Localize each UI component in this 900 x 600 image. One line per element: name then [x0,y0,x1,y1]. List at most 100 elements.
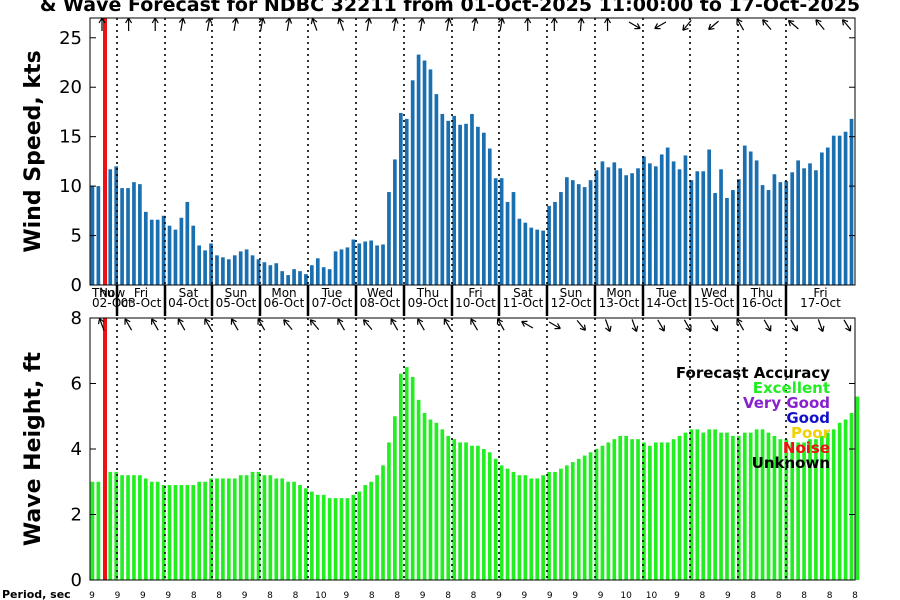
direction-arrow [577,17,585,32]
arrow-shaft [366,18,370,32]
day-label-date: 14-Oct [646,296,687,310]
wave-bar [315,494,320,580]
wave-bar [618,435,623,580]
arrow-head [817,325,825,333]
direction-arrow [151,17,159,31]
wave-bar [120,475,124,580]
period-row: Period, sec 9 9 9 9 8 8 9 8 8 10 9 8 8 9 8 8 9 9 9 9 9 10 10 9 8 9… [2,588,858,600]
wind-bar [642,156,646,285]
direction-arrow [337,318,345,331]
arrow-shaft [283,320,293,330]
wave-bar [659,442,664,580]
wave-bar [766,432,771,580]
arrow-shaft [125,319,133,331]
wind-bar [398,112,403,285]
wind-bar [221,257,225,285]
wave-bar [671,439,676,580]
wave-bar [268,475,273,580]
legend-item: Good [786,409,830,427]
period-value: 8 [445,591,451,600]
direction-arrow [258,17,266,32]
direction-arrow [787,19,799,30]
wave-bar [553,471,557,580]
wave-bar [808,439,812,580]
wave-bar [114,471,118,580]
wave-bar [280,478,285,580]
wave-bar [736,435,741,580]
wave-bar [493,458,498,580]
wave-bar [725,432,729,580]
wave-bar [653,442,658,580]
wind-bar [351,239,356,285]
page-title: & Wave Forecast for NDBC 32211 from 01-O… [39,0,861,16]
arrow-head [362,319,370,326]
arrow-head [124,318,131,325]
wind-bar [126,188,130,285]
wave-bar [476,445,480,580]
direction-arrow [736,318,745,331]
direction-arrow [604,17,612,31]
y-tick-label: 2 [71,505,82,526]
direction-arrow [817,319,825,333]
wave-bar [713,429,717,580]
wind-bar [731,190,735,285]
period-value: 8 [776,591,782,600]
wave-bar [298,485,302,580]
direction-arrow [285,17,293,32]
arrow-head [712,325,719,332]
direction-arrow [418,17,426,32]
wind-bar [701,171,706,285]
wind-bar [238,251,243,285]
wave-bar [701,432,706,580]
wave-bar [630,439,634,580]
legend-item: Unknown [752,454,830,472]
arrow-head [391,17,399,24]
arrow-head [444,17,452,24]
arrow-head [337,17,344,25]
period-value: 9 [242,591,248,600]
wind-bar [120,188,124,285]
wave-bar [831,429,836,580]
wind-bar [796,160,800,285]
wave-bar [345,498,350,580]
wind-bar [493,178,498,285]
arrow-shaft [762,20,772,30]
wave-bar [126,475,130,580]
direction-arrow [736,18,745,31]
arrow-shaft [393,18,397,32]
wave-bar [624,435,628,580]
legend-item: Very Good [743,394,830,412]
day-label-date: 05-Oct [216,296,257,310]
arrow-head [682,24,689,31]
arrow-head [579,324,587,331]
wind-ylabel: Wind Speed, kts [21,50,46,252]
arrow-head [285,17,293,24]
wind-bar [315,258,320,285]
arrow-head [708,23,715,31]
y-tick-label: 25 [59,28,82,49]
direction-arrow [683,319,692,332]
day-label-dow: Thu [416,286,440,300]
wind-bar [505,201,510,285]
period-value: 8 [852,591,858,600]
wind-bar [286,275,290,285]
arrow-head [787,19,795,27]
period-value: 9 [572,591,578,600]
direction-arrow [231,17,239,32]
direction-arrow [178,17,186,32]
arrow-head [736,18,743,25]
arrow-shaft [312,19,318,31]
arrow-shaft [258,319,266,331]
arrow-shaft [655,21,667,29]
wind-bar [594,170,599,285]
wind-bar [719,169,723,285]
legend-title: Forecast Accuracy [676,364,830,382]
y-tick-label: 5 [71,226,82,247]
direction-arrow [710,319,719,332]
wave-bar [185,485,190,580]
wind-bar [772,174,777,285]
direction-arrow [205,17,213,32]
day-label-date: 09-Oct [408,296,449,310]
wave-bar [600,445,605,580]
period-value: 10 [646,591,658,600]
